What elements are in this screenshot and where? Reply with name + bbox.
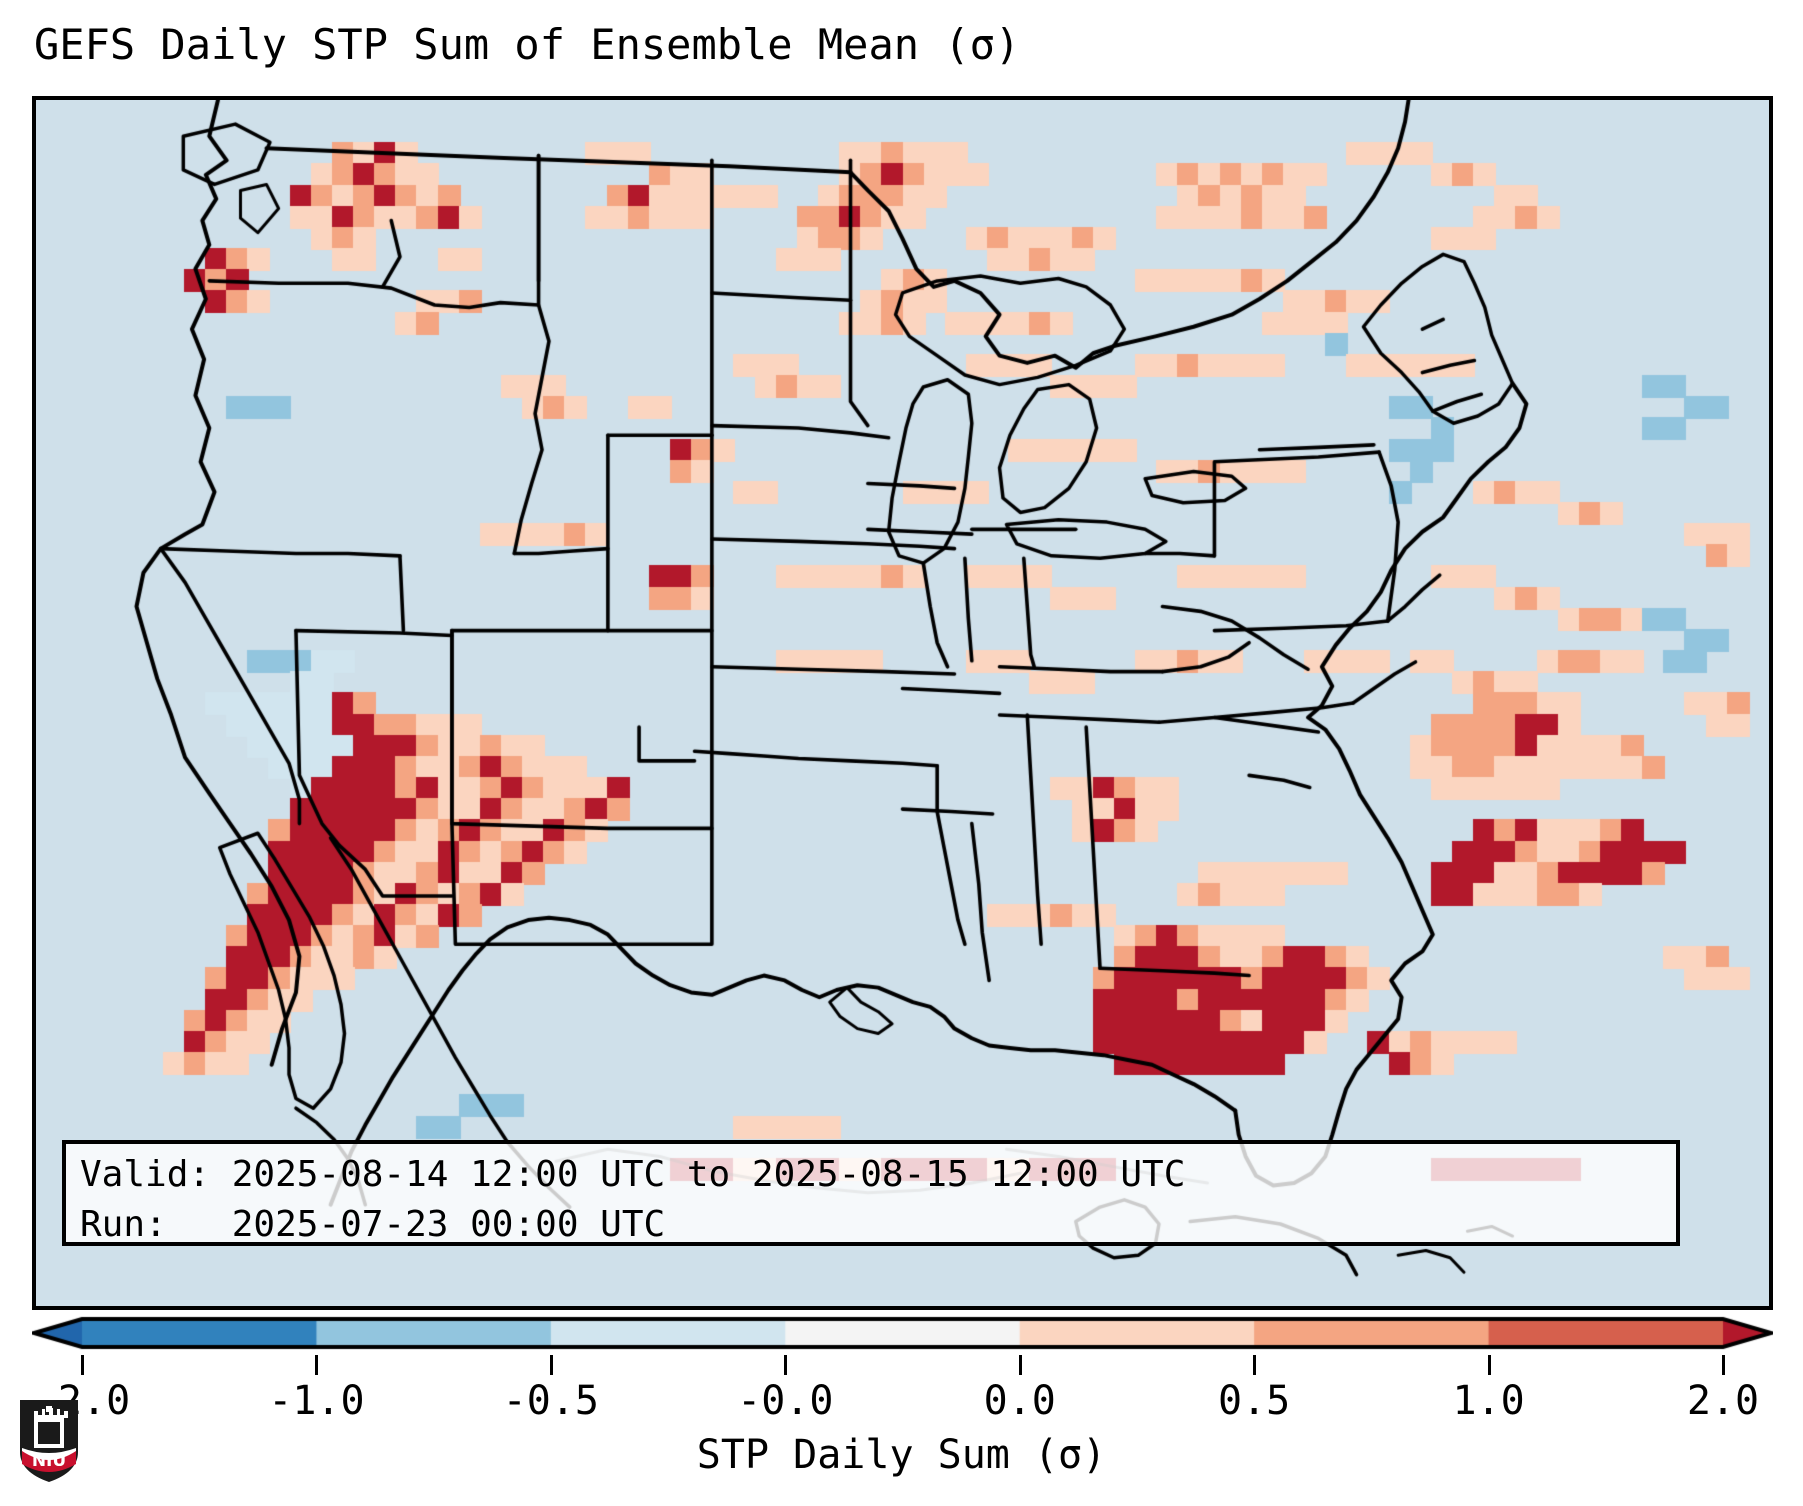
valid-time-line: Valid: 2025-08-14 12:00 UTC to 2025-08-1… (80, 1154, 1186, 1195)
valid-run-info-box: Valid: 2025-08-14 12:00 UTC to 2025-08-1… (62, 1140, 1680, 1246)
colorbar-axis-label: STP Daily Sum (σ) (696, 1432, 1107, 1478)
niu-logo: NIU (20, 1400, 78, 1482)
page-title: GEFS Daily STP Sum of Ensemble Mean (σ) (34, 20, 1021, 69)
colorbar-tick-6 (1487, 1355, 1491, 1375)
colorbar (32, 1315, 1773, 1355)
colorbar-gradient (32, 1315, 1773, 1355)
colorbar-tick-label-6: 1.0 (1452, 1378, 1525, 1424)
colorbar-tick-label-5: 0.5 (1218, 1378, 1291, 1424)
map-plot-area: Valid: 2025-08-14 12:00 UTC to 2025-08-1… (32, 96, 1773, 1310)
colorbar-tick-label-4: 0.0 (983, 1378, 1056, 1424)
colorbar-ticks (32, 1355, 1773, 1379)
colorbar-tick-label-1: -1.0 (268, 1378, 365, 1424)
colorbar-tick-labels: -2.0 -1.0 -0.5 -0.0 0.0 0.5 1.0 2.0 (0, 1378, 1803, 1430)
colorbar-tick-label-7: 2.0 (1686, 1378, 1760, 1424)
niu-logo-text: NIU (32, 1451, 66, 1471)
map-heatmap-canvas (36, 100, 1769, 1306)
colorbar-tick-4 (1018, 1355, 1022, 1375)
colorbar-tick-label-3: -0.0 (737, 1378, 834, 1424)
colorbar-tick-2 (549, 1355, 553, 1375)
colorbar-tick-0 (81, 1355, 84, 1375)
colorbar-tick-label-2: -0.5 (502, 1378, 600, 1424)
run-time-line: Run: 2025-07-23 00:00 UTC (80, 1204, 666, 1245)
colorbar-tick-7 (1722, 1355, 1725, 1375)
colorbar-tick-1 (315, 1355, 319, 1375)
colorbar-tick-3 (784, 1355, 788, 1375)
colorbar-tick-5 (1253, 1355, 1257, 1375)
